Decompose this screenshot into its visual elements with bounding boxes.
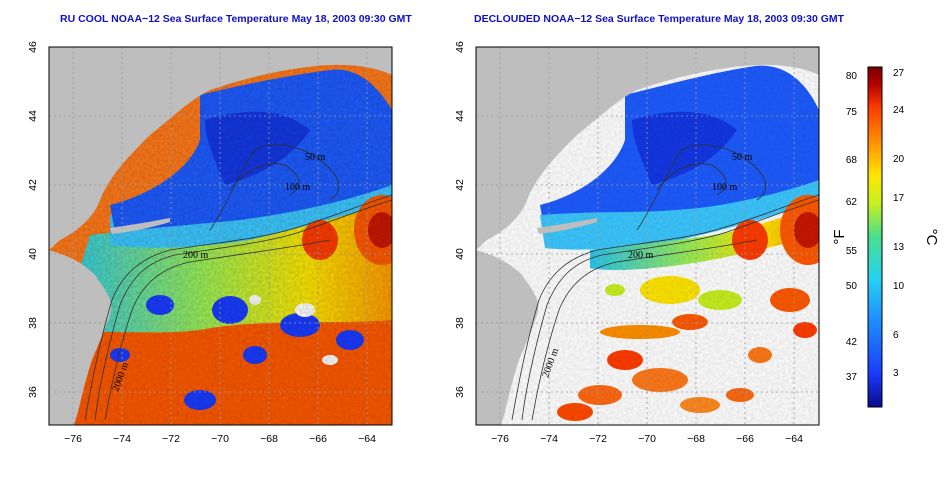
colorbar-celsius-ticks: 27 24 20 17 13 10 6 3	[893, 68, 905, 379]
celsius-tick: 24	[893, 105, 905, 116]
right-y-tick: 42	[454, 179, 466, 191]
right-y-axis: 46 44 42 40 38 36	[454, 41, 466, 398]
right-land	[476, 47, 819, 250]
left-map-frame	[48, 46, 393, 426]
left-map: 200 m 100 m 50 m 2000 m	[49, 47, 392, 425]
fahrenheit-tick: 50	[846, 281, 858, 292]
right-grid	[476, 47, 819, 425]
celsius-tick: 13	[893, 242, 905, 253]
right-y-tick: 44	[454, 110, 466, 122]
left-x-tick: −68	[260, 433, 278, 445]
right-map-frame	[475, 46, 820, 426]
right-contour-label-50: 50 m	[732, 152, 753, 163]
fahrenheit-tick: 80	[846, 71, 858, 82]
left-y-tick: 36	[27, 386, 39, 398]
left-y-tick: 40	[27, 248, 39, 260]
left-x-tick: −70	[211, 433, 229, 445]
right-x-tick: −66	[736, 433, 754, 445]
right-x-tick: −70	[638, 433, 656, 445]
right-x-axis: −76 −74 −72 −70 −68 −66 −64	[491, 433, 803, 445]
right-x-tick: −74	[540, 433, 558, 445]
right-long-island	[537, 218, 597, 234]
left-y-tick: 38	[27, 317, 39, 329]
colorbar-fahrenheit-ticks: 80 75 68 62 55 50 42 37	[846, 71, 858, 383]
left-x-tick: −72	[162, 433, 180, 445]
left-grid	[49, 47, 392, 425]
left-contour-label-50: 50 m	[305, 152, 326, 163]
right-x-tick: −68	[687, 433, 705, 445]
fahrenheit-tick: 42	[846, 337, 858, 348]
fahrenheit-tick: 55	[846, 246, 858, 257]
right-map: 200 m 100 m 50 m 2000 m	[476, 47, 819, 425]
right-x-tick: −64	[785, 433, 803, 445]
right-contours	[511, 144, 819, 421]
right-y-tick: 46	[454, 41, 466, 53]
left-land-south	[49, 250, 112, 425]
left-y-axis: 46 44 42 40 38 36	[27, 41, 39, 398]
left-land	[49, 47, 392, 250]
right-contour-label-100: 100 m	[712, 182, 738, 193]
left-x-tick: −66	[309, 433, 327, 445]
left-long-island	[110, 218, 170, 234]
right-y-tick: 38	[454, 317, 466, 329]
celsius-tick: 10	[893, 281, 905, 292]
left-contour-label-100: 100 m	[285, 182, 311, 193]
right-land-south	[476, 250, 539, 425]
fahrenheit-tick: 37	[846, 372, 858, 383]
left-x-axis: −76 −74 −72 −70 −68 −66 −64	[64, 433, 376, 445]
left-contours	[84, 144, 392, 421]
celsius-tick: 17	[893, 193, 905, 204]
left-x-tick: −76	[64, 433, 82, 445]
right-x-tick: −72	[589, 433, 607, 445]
left-contour-label-200: 200 m	[183, 250, 209, 261]
left-panel-title: RU COOL NOAA−12 Sea Surface Temperature …	[60, 13, 412, 25]
celsius-unit-label: °C	[923, 229, 940, 246]
celsius-tick: 27	[893, 68, 905, 79]
right-y-tick: 40	[454, 248, 466, 260]
right-x-tick: −76	[491, 433, 509, 445]
right-panel-title: DECLOUDED NOAA−12 Sea Surface Temperatur…	[474, 13, 845, 25]
celsius-tick: 6	[893, 330, 899, 341]
left-y-tick: 46	[27, 41, 39, 53]
fahrenheit-tick: 68	[846, 155, 858, 166]
colorbar-gradient	[867, 66, 883, 408]
celsius-tick: 20	[893, 154, 905, 165]
left-y-tick: 42	[27, 179, 39, 191]
fahrenheit-tick: 62	[846, 197, 858, 208]
right-y-tick: 36	[454, 386, 466, 398]
fahrenheit-tick: 75	[846, 107, 858, 118]
left-x-tick: −74	[113, 433, 131, 445]
celsius-tick: 3	[893, 368, 899, 379]
right-contour-label-200: 200 m	[628, 250, 654, 261]
left-y-tick: 44	[27, 110, 39, 122]
colorbar: 80 75 68 62 55 50 42 37 27 24 20 17 13 1…	[831, 66, 940, 408]
fahrenheit-unit-label: °F	[831, 229, 848, 244]
left-x-tick: −64	[358, 433, 376, 445]
